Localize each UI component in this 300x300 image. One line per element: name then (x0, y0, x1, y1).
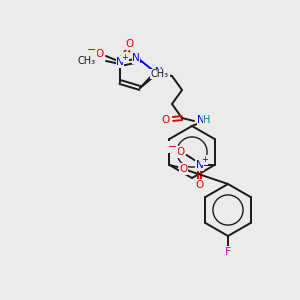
Text: H: H (203, 115, 211, 125)
Text: −: − (168, 142, 177, 152)
Text: O: O (179, 164, 188, 174)
Text: −: − (87, 45, 97, 55)
Text: CH₃: CH₃ (78, 56, 96, 66)
Text: +: + (122, 52, 128, 62)
Text: O: O (126, 39, 134, 49)
Text: O: O (176, 147, 184, 157)
Text: CH₃: CH₃ (151, 69, 169, 79)
Text: N: N (197, 115, 205, 125)
Text: O: O (195, 180, 204, 190)
Text: N: N (116, 57, 124, 67)
Text: N: N (155, 67, 163, 77)
Text: F: F (225, 247, 231, 257)
Text: O: O (96, 49, 104, 59)
Text: +: + (201, 155, 208, 164)
Text: N: N (132, 53, 140, 63)
Text: N: N (196, 160, 203, 170)
Text: O: O (162, 115, 170, 125)
